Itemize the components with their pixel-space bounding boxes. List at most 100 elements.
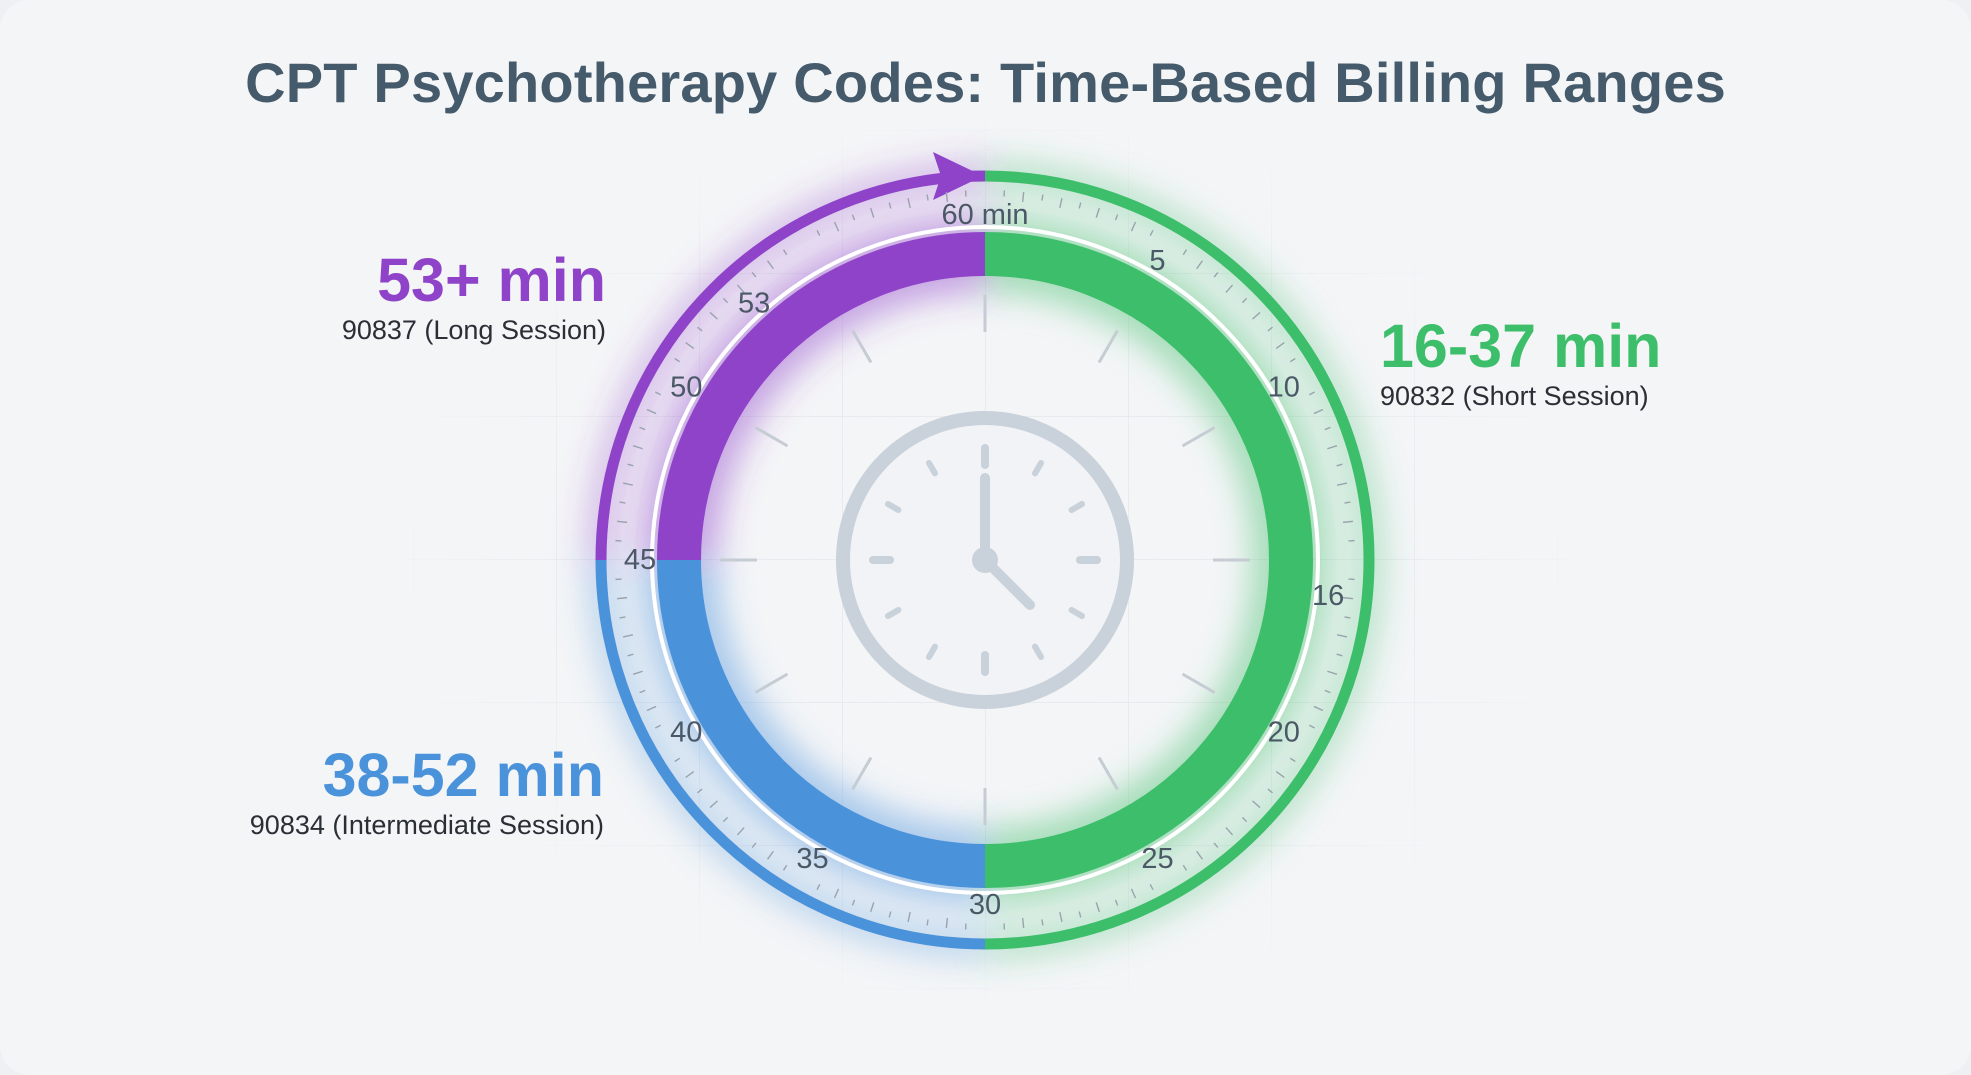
minute-tick [722, 297, 729, 304]
minute-tick [1336, 482, 1348, 486]
outer-arc-short [984, 170, 1375, 950]
range-intermediate-code: 90834 (Intermediate Session) [249, 810, 604, 840]
inner-range-arcs [650, 225, 1320, 895]
minute-tick [627, 653, 634, 657]
minute-tick [1324, 689, 1331, 694]
inner-tick [1097, 756, 1119, 791]
minute-tick [1275, 341, 1285, 349]
minute-tick [655, 391, 661, 396]
minute-tick [639, 426, 646, 431]
minute-tick [616, 520, 628, 524]
minute-tick [1241, 816, 1248, 823]
minute-tick [945, 191, 949, 203]
minute-tick [1342, 520, 1354, 524]
outer-arc-long [595, 170, 986, 561]
minute-tick [616, 596, 628, 600]
minute-tick [736, 284, 745, 293]
inner-tick [1097, 329, 1119, 364]
minute-tick [1059, 197, 1063, 209]
minute-tick [632, 670, 643, 676]
minute-tick [1252, 311, 1261, 320]
inner-ring-border [650, 225, 1320, 895]
minute-tick [1213, 842, 1219, 848]
minute-tick [1213, 272, 1219, 278]
minute-tick [1149, 884, 1154, 890]
inner-tick [851, 329, 873, 364]
minute-tick [697, 788, 703, 794]
minute-tick [888, 202, 892, 209]
minute-label: 40 [670, 717, 702, 749]
minute-ticks [615, 190, 1355, 930]
clock-center [972, 547, 998, 573]
minute-tick [1342, 596, 1354, 600]
minute-tick [1095, 207, 1101, 218]
outer-range-arcs [595, 152, 1375, 950]
minute-tick [1327, 444, 1338, 450]
minute-tick [851, 899, 856, 906]
minute-tick [1021, 917, 1025, 929]
minute-tick [1289, 757, 1296, 763]
minute-tick [816, 230, 821, 236]
minute-tick [869, 207, 875, 218]
range-short-code: 90832 (Short Session) [1380, 381, 1649, 411]
minute-tick [751, 272, 757, 278]
minute-tick [851, 214, 856, 221]
minute-tick [869, 902, 875, 913]
range-short: 16-37 min 90832 (Short Session) [1380, 313, 1661, 413]
minute-tick [1309, 724, 1315, 729]
minute-tick [697, 326, 703, 332]
inner-hour-ticks [720, 295, 1250, 825]
minute-tick [655, 724, 661, 729]
range-short-value: 16-37 min [1380, 312, 1662, 380]
minute-tick [833, 221, 840, 232]
minute-tick [709, 800, 718, 809]
clock-mark [1068, 607, 1085, 619]
minute-tick [646, 408, 657, 415]
minute-tick [1336, 653, 1343, 657]
minute-label: 20 [1268, 717, 1300, 749]
minute-tick [1130, 888, 1137, 899]
minute-tick [685, 341, 695, 349]
range-long-value: 53+ min [377, 246, 606, 314]
minute-tick [1336, 463, 1343, 467]
inner-tick [1181, 426, 1216, 448]
inner-tick [754, 672, 789, 694]
clock-mark [885, 501, 902, 513]
clock-mark [1032, 460, 1044, 477]
minute-tick [1313, 705, 1324, 712]
minute-tick [1275, 771, 1285, 779]
clock-mark [926, 460, 938, 477]
range-long-code: 90837 (Long Session) [341, 315, 606, 345]
minute-tick [782, 249, 788, 256]
minute-tick [1252, 800, 1261, 809]
minute-tick [1344, 501, 1351, 504]
minute-label: 53 [738, 288, 770, 320]
minute-tick [1078, 911, 1082, 918]
clock-mark [885, 607, 902, 619]
minute-labels: 60 min 5 10 16 20 25 30 35 40 45 50 53 [624, 199, 1344, 921]
minute-tick [1078, 202, 1082, 209]
minute-tick [722, 816, 729, 823]
minute-label: 30 [969, 889, 1001, 921]
minute-tick [1196, 850, 1204, 860]
minute-tick [816, 884, 821, 890]
minute-label: 35 [796, 843, 828, 875]
minute-tick [1225, 827, 1234, 836]
minute-tick [888, 911, 892, 918]
minute-tick [619, 501, 626, 504]
minute-tick [766, 850, 774, 860]
minute-tick [1225, 284, 1234, 293]
minute-label: 60 min [941, 199, 1028, 231]
minute-tick [1324, 426, 1331, 431]
range-long: 53+ min 90837 (Long Session) [342, 247, 606, 347]
page-title: CPT Psychotherapy Codes: Time-Based Bill… [245, 51, 1726, 114]
minute-tick [751, 842, 757, 848]
clock-mark [1032, 643, 1044, 660]
minute-tick [766, 260, 774, 270]
minute-tick [639, 689, 646, 694]
minute-tick [926, 194, 929, 201]
minute-tick [1059, 911, 1063, 923]
minute-tick [1149, 230, 1154, 236]
minute-tick [907, 911, 911, 923]
minute-tick [736, 827, 745, 836]
